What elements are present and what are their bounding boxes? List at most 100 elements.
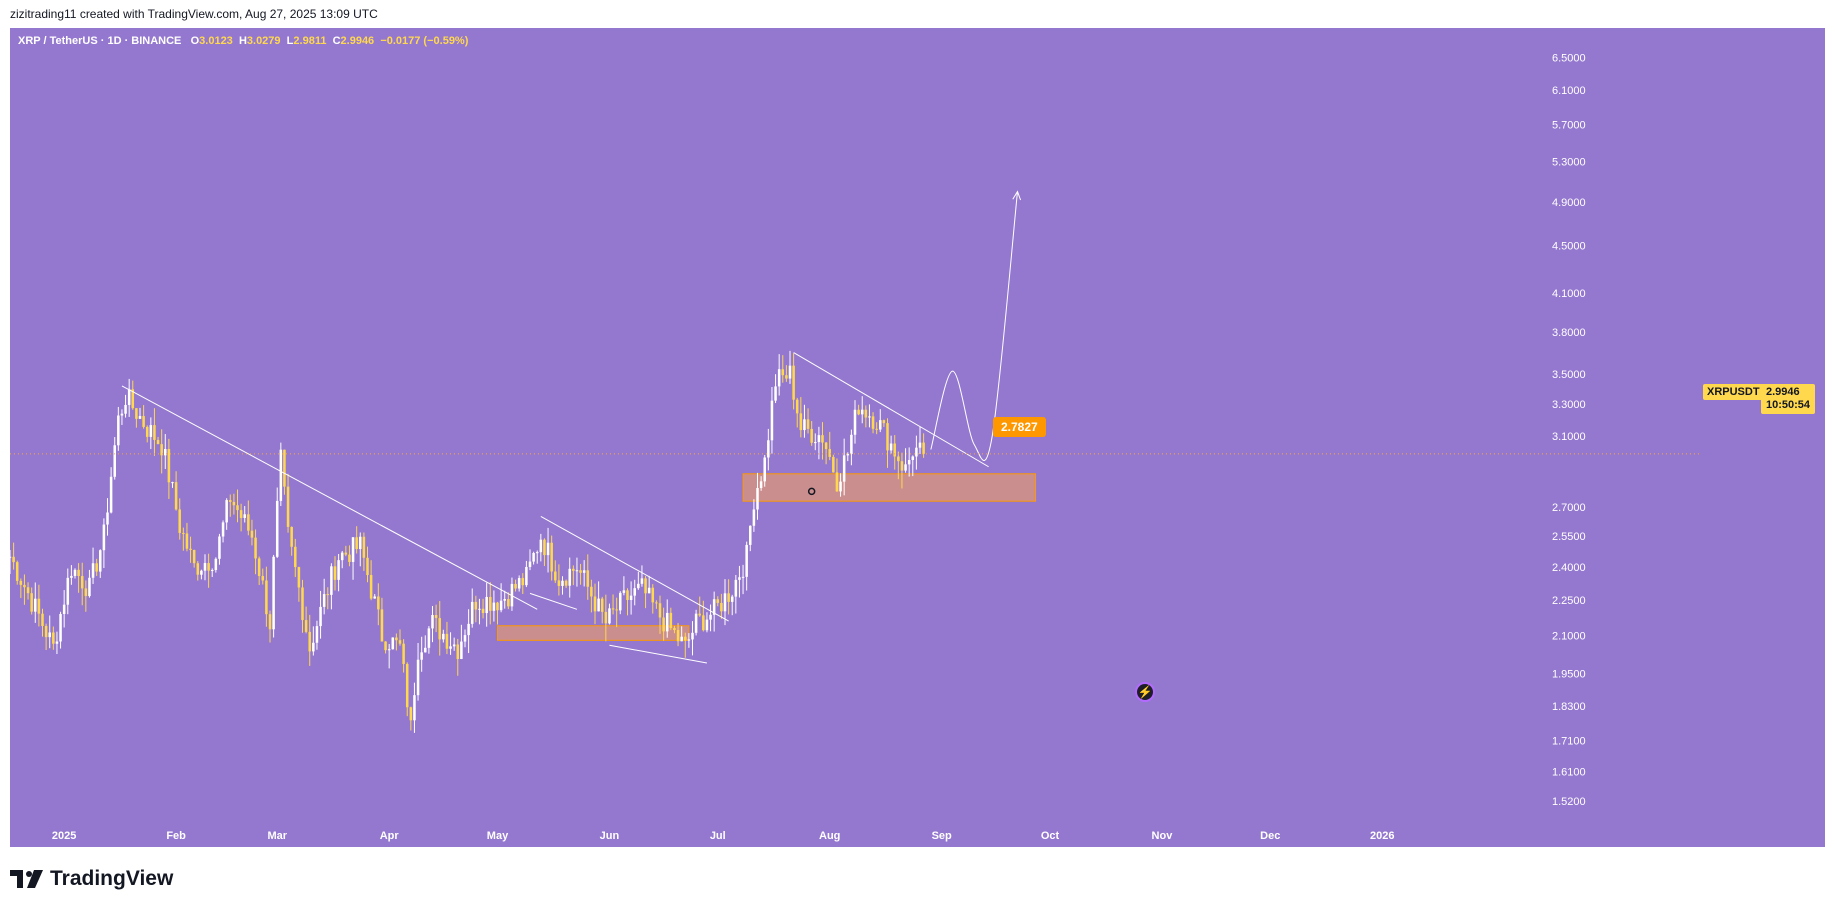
- candle-body: [362, 536, 366, 558]
- candle-body: [507, 599, 510, 607]
- candle-body: [651, 587, 655, 603]
- candle-body: [712, 599, 716, 615]
- candle-body: [893, 443, 896, 457]
- lightning-icon[interactable]: ⚡: [1135, 682, 1155, 702]
- candle-body: [803, 419, 806, 431]
- candle-body: [806, 419, 810, 429]
- candle-body: [109, 476, 113, 513]
- candle-body: [420, 652, 423, 660]
- y-tick-label: 6.1000: [1552, 85, 1586, 97]
- chart-area[interactable]: 6.5000 6.1000 5.7000 5.3000 4.9000 4.5000 4.10…: [10, 28, 1825, 847]
- candle-body: [413, 695, 416, 721]
- y-tick-label: 6.5000: [1552, 52, 1586, 64]
- candle-body: [99, 550, 102, 572]
- candle-body: [759, 481, 763, 489]
- candle-body: [62, 604, 66, 614]
- x-tick-label: Feb: [166, 830, 186, 842]
- zone-price-label[interactable]: 2.7827: [993, 417, 1046, 437]
- candle-body: [279, 449, 283, 501]
- candle-body: [351, 537, 355, 562]
- candle-body: [232, 501, 236, 506]
- x-tick-label: 2026: [1370, 830, 1394, 842]
- candle-body: [532, 552, 535, 562]
- last-price-tag: 2.9946 10:50:54: [1761, 384, 1816, 414]
- candle-body: [449, 646, 452, 649]
- candle-body: [665, 612, 669, 632]
- candle-body: [777, 369, 781, 387]
- legend-high-label: H: [238, 35, 247, 47]
- candle-body: [48, 632, 51, 638]
- candle-body: [138, 416, 142, 419]
- candle-body: [80, 576, 84, 589]
- candle-body: [604, 611, 608, 624]
- candle-body: [723, 593, 727, 612]
- price-chart[interactable]: 6.5000 6.1000 5.7000 5.3000 4.9000 4.5000 4.10…: [10, 28, 1825, 847]
- candle-body: [539, 539, 543, 553]
- tradingview-logo[interactable]: TradingView: [10, 867, 173, 891]
- candle-body: [557, 580, 561, 586]
- candle-body: [611, 608, 615, 610]
- y-tick-label: 1.8300: [1552, 701, 1586, 713]
- candle-body: [178, 509, 181, 533]
- candle-body: [55, 641, 59, 644]
- candle-body: [824, 442, 828, 450]
- candle-body: [810, 428, 813, 443]
- candle-body: [709, 614, 712, 620]
- candle-body: [907, 459, 911, 465]
- candle-body: [554, 571, 557, 581]
- trendline-4: [793, 352, 989, 468]
- candle-body: [442, 633, 445, 640]
- legend-ohlc: O3.0123 H3.0279 L2.9811 C2.9946 −0.0177 …: [184, 35, 469, 47]
- candle-body: [795, 399, 799, 414]
- candle-body: [470, 601, 474, 624]
- x-tick-label: May: [487, 830, 509, 842]
- candle-body: [23, 584, 26, 588]
- y-tick-label: 4.5000: [1552, 240, 1586, 252]
- candle-body: [644, 578, 647, 594]
- candle-body: [582, 570, 586, 573]
- candle-body: [918, 442, 922, 448]
- candle-body: [832, 456, 835, 473]
- candle-body: [600, 598, 604, 612]
- y-tick-label: 2.7000: [1552, 502, 1586, 514]
- candle-body: [730, 596, 734, 602]
- candle-body: [438, 618, 441, 640]
- candle-body: [200, 570, 203, 575]
- candle-body: [445, 633, 449, 649]
- candle-body: [593, 596, 597, 612]
- candle-body: [619, 592, 622, 611]
- candle-body: [344, 552, 348, 555]
- candle-body: [597, 598, 600, 612]
- candle-body: [44, 626, 48, 638]
- candle-body: [846, 454, 850, 456]
- candle-body: [860, 409, 864, 415]
- candle-body: [857, 409, 860, 415]
- candle-body: [640, 578, 644, 584]
- candle-body: [257, 558, 261, 577]
- candle-body: [785, 375, 788, 379]
- candle-body: [30, 593, 33, 612]
- candle-body: [384, 641, 387, 651]
- candle-body: [70, 575, 73, 578]
- chart-attribution: zizitrading11 created with TradingView.c…: [10, 7, 378, 21]
- candle-body: [814, 442, 817, 444]
- candle-body: [156, 439, 160, 445]
- candle-body: [734, 579, 738, 597]
- candle-body: [142, 416, 145, 427]
- candle-body: [315, 626, 319, 643]
- y-tick-label: 3.3000: [1552, 399, 1586, 411]
- x-tick-label: Apr: [380, 830, 400, 842]
- y-tick-label: 2.1000: [1552, 630, 1586, 642]
- legend-change: −0.0177 (−0.59%): [380, 35, 469, 47]
- candle-body: [391, 637, 395, 650]
- candle-body: [655, 602, 658, 604]
- candle-body: [236, 505, 239, 511]
- candle-body: [561, 580, 564, 586]
- candle-body: [167, 448, 171, 483]
- y-tick-label: 2.2500: [1552, 595, 1586, 607]
- candle-body: [117, 415, 120, 446]
- candle-body: [185, 533, 189, 549]
- candle-body: [434, 614, 438, 619]
- trendline-0: [121, 385, 538, 610]
- candle-body: [503, 599, 506, 601]
